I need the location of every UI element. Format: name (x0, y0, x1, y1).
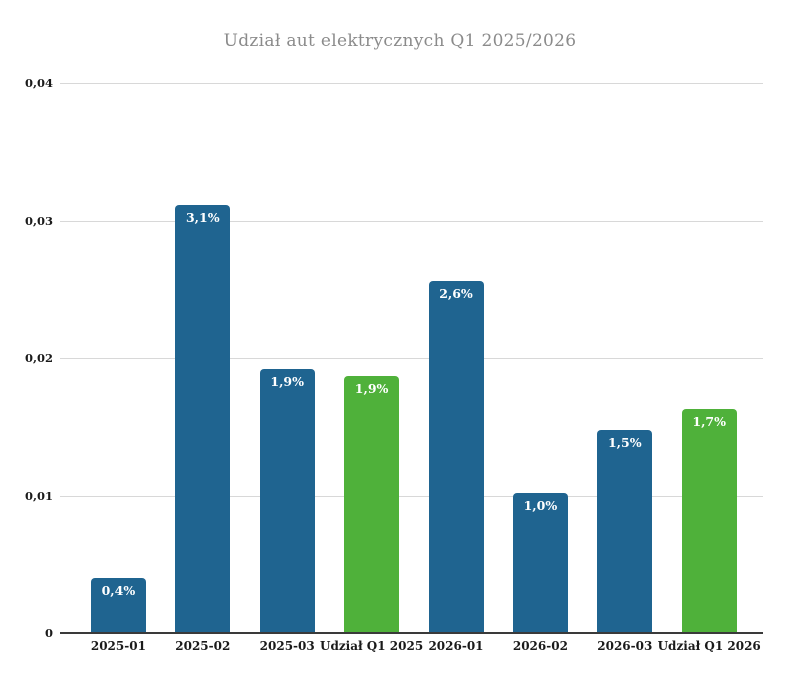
bar-value-label: 0,4% (101, 583, 136, 598)
x-tick-label: 2025-01 (90, 639, 146, 653)
y-tick-label: 0,04 (24, 76, 53, 90)
y-tick-label: 0,01 (24, 488, 53, 503)
x-tick-label: 2026-01 (428, 639, 484, 653)
bar-value-label: 3,1% (185, 210, 220, 226)
bar-value-label: 2,6% (439, 286, 473, 301)
x-tick-label: 2026-03 (597, 639, 653, 653)
bar-value-label: 1,9% (354, 380, 389, 396)
bar-2026-03: 1,5% (597, 429, 653, 633)
bar-value-label: 1,7% (692, 413, 726, 429)
bar-2025-02: 3,1% (175, 205, 231, 633)
x-axis-labels: 2025-01 2025-02 2025-03 Udział Q1 2025 2026-… (0, 639, 800, 657)
x-tick-label: Udział Q1 2025 (320, 639, 424, 653)
x-tick-label: 2025-02 (175, 639, 231, 653)
y-tick-label: 0,03 (24, 213, 53, 228)
x-axis-line (60, 632, 763, 634)
x-tick-label: Udział Q1 2026 (657, 639, 761, 653)
bar-value-label: 1,0% (523, 497, 558, 513)
y-tick-label: 0,02 (24, 351, 53, 365)
x-tick-label: 2026-02 (512, 639, 568, 653)
bar-udział-q1-2025: 1,9% (344, 375, 400, 633)
gridline (60, 358, 763, 359)
x-tick-label: 2025-03 (259, 639, 315, 653)
bar-value-label: 1,9% (270, 374, 304, 389)
gridline (60, 83, 763, 84)
bar-udział-q1-2026: 1,7% (681, 408, 737, 633)
chart-title: Udział aut elektrycznych Q1 2025/2026 (223, 31, 577, 51)
y-tick-label: 0 (44, 626, 53, 640)
bar-2025-03: 1,9% (259, 369, 315, 633)
gridline (60, 495, 763, 497)
gridline (60, 220, 763, 222)
bar-2026-01: 2,6% (428, 281, 484, 633)
bar-value-label: 1,5% (607, 434, 642, 450)
bar-2026-02: 1,0% (512, 492, 568, 633)
bar-2025-01: 0,4% (90, 578, 146, 633)
